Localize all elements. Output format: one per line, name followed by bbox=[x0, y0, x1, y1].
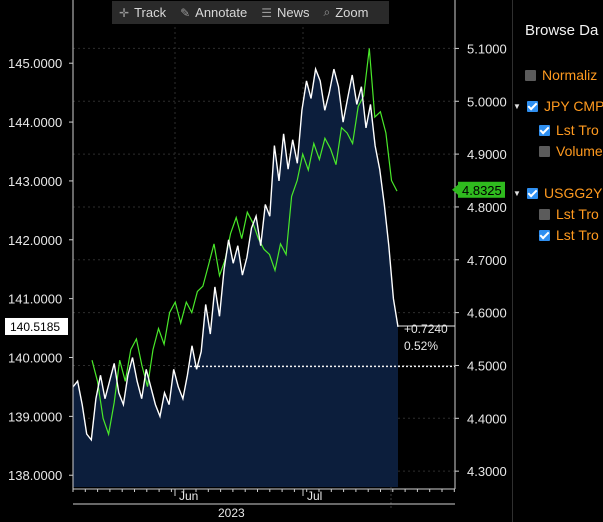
right-tick-label: 4.5000 bbox=[467, 358, 507, 373]
normalize-checkbox[interactable] bbox=[525, 69, 536, 81]
news-label: News bbox=[276, 5, 310, 20]
panel-title: Browse Da bbox=[525, 22, 599, 39]
series-jpy[interactable]: ▼ JPY CMPI bbox=[513, 98, 603, 114]
price-chart[interactable]: 138.0000 139.0000 140.0000 141.0000 142.0000… bbox=[0, 0, 512, 522]
news-button[interactable]: ☰ News bbox=[254, 1, 316, 24]
annotate-label: Annotate bbox=[195, 5, 248, 20]
track-label: Track bbox=[134, 5, 167, 20]
left-tick-label: 139.0000 bbox=[8, 409, 62, 424]
usgg2yr-last-trade-label-1: Lst Tro bbox=[556, 206, 599, 222]
left-tick-label: 143.0000 bbox=[8, 174, 62, 189]
left-tick-label: 138.0000 bbox=[8, 468, 62, 483]
usgg2yr-checkbox[interactable] bbox=[527, 187, 538, 199]
usgg2yr-series-label: USGG2YR bbox=[544, 185, 603, 201]
news-icon: ☰ bbox=[261, 5, 272, 20]
zoom-button[interactable]: ⌕ Zoom bbox=[316, 1, 375, 24]
left-tick-label: 142.0000 bbox=[8, 233, 62, 248]
normalize-option[interactable]: Normaliz bbox=[525, 67, 597, 83]
jpy-volume-label: Volume bbox=[556, 143, 603, 159]
right-tick-label: 5.1000 bbox=[467, 41, 507, 56]
left-price-axis: 138.0000 139.0000 140.0000 141.0000 142.0000… bbox=[8, 0, 74, 489]
right-tick-label: 4.4000 bbox=[467, 411, 507, 426]
x-tick-label: Jun bbox=[179, 489, 198, 503]
right-tick-label: 4.7000 bbox=[467, 253, 507, 268]
chart-toolbar: ✛ Track ✎ Annotate ☰ News ⌕ Zoom bbox=[112, 1, 389, 24]
jpy-volume-option[interactable]: Volume bbox=[539, 143, 603, 159]
left-tick-label: 140.0000 bbox=[8, 351, 62, 366]
annotate-button[interactable]: ✎ Annotate bbox=[173, 1, 254, 24]
jpy-last-trade-option[interactable]: Lst Tro bbox=[539, 122, 599, 138]
magnifier-icon: ⌕ bbox=[323, 5, 331, 19]
last-yield-badge bbox=[458, 181, 505, 198]
jpy-series-label: JPY CMPI bbox=[544, 98, 603, 114]
right-tick-label: 5.0000 bbox=[467, 94, 507, 109]
left-tick-label: 144.0000 bbox=[8, 115, 62, 130]
chevron-down-icon[interactable]: ▼ bbox=[513, 101, 521, 111]
last-price-text: 140.5185 bbox=[10, 320, 60, 334]
zoom-label: Zoom bbox=[335, 5, 369, 20]
usgg2yr-last-trade-checkbox-2[interactable] bbox=[539, 229, 550, 241]
series-usgg2yr[interactable]: ▼ USGG2YR bbox=[513, 185, 603, 201]
price-area-fill bbox=[73, 69, 398, 487]
last-price-badge bbox=[5, 317, 68, 335]
usgg2yr-last-trade-checkbox-1[interactable] bbox=[539, 208, 550, 220]
value-badges: 140.5185 4.8325 +0.7240 0.52% bbox=[5, 181, 505, 353]
chevron-down-icon[interactable]: ▼ bbox=[513, 188, 521, 198]
track-button[interactable]: ✛ Track bbox=[112, 1, 173, 24]
right-tick-label: 4.6000 bbox=[467, 306, 507, 321]
usgg2yr-yield-line bbox=[91, 48, 398, 437]
usgg2yr-last-trade-option-1[interactable]: Lst Tro bbox=[539, 206, 599, 222]
jpy-price-line bbox=[72, 66, 399, 442]
jpy-checkbox[interactable] bbox=[527, 100, 538, 112]
jpy-last-trade-checkbox[interactable] bbox=[539, 124, 550, 136]
jpy-volume-checkbox[interactable] bbox=[539, 145, 550, 157]
crosshair-icon: ✛ bbox=[119, 5, 130, 20]
normalize-label: Normaliz bbox=[542, 67, 598, 83]
usgg2yr-last-trade-label-2: Lst Tro bbox=[556, 227, 599, 243]
change-pct-text: 0.52% bbox=[404, 339, 438, 353]
browse-data-panel: Browse Da Normaliz ▼ JPY CMPI Lst Tro Vo… bbox=[512, 0, 603, 522]
left-tick-label: 145.0000 bbox=[8, 56, 62, 71]
time-axis: Jun Jul 2023 bbox=[72, 488, 455, 520]
yield-badge-pointer bbox=[452, 184, 458, 195]
jpy-last-trade-label: Lst Tro bbox=[556, 122, 599, 138]
right-tick-label: 4.8000 bbox=[467, 200, 507, 215]
year-label: 2023 bbox=[218, 506, 245, 520]
change-abs-text: +0.7240 bbox=[404, 322, 448, 336]
usgg2yr-last-trade-option-2[interactable]: Lst Tro bbox=[539, 227, 599, 243]
right-tick-label: 4.9000 bbox=[467, 147, 507, 162]
x-tick-label: Jul bbox=[307, 489, 322, 503]
pencil-icon: ✎ bbox=[180, 5, 191, 20]
right-tick-label: 4.3000 bbox=[467, 464, 507, 479]
last-yield-text: 4.8325 bbox=[462, 183, 502, 198]
left-tick-label: 141.0000 bbox=[8, 292, 62, 307]
right-yield-axis: 4.3000 4.4000 4.5000 4.6000 4.7000 4.8000 4.90… bbox=[454, 0, 507, 489]
